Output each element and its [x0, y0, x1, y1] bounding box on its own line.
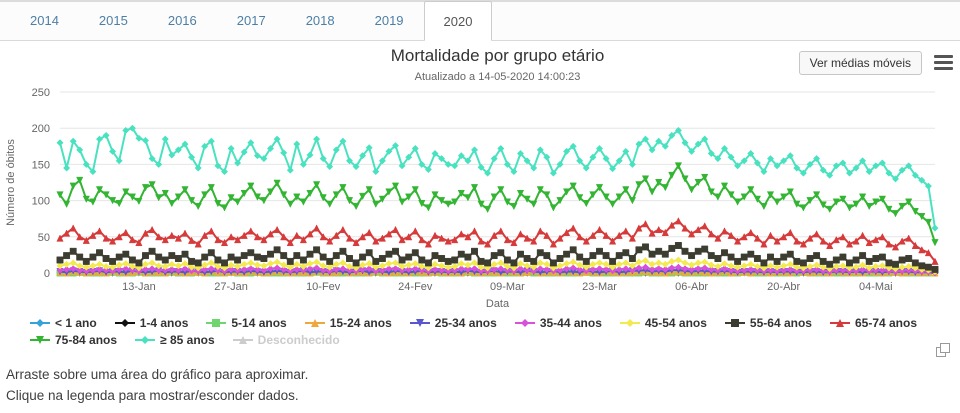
series-markers-45-54 anos [56, 256, 939, 276]
x-tick-label: 20-Abr [767, 281, 800, 293]
legend-item-≥ 85 anos[interactable]: ≥ 85 anos [135, 333, 215, 347]
legend-marker-icon [135, 336, 156, 344]
tab-2020[interactable]: 2020 [423, 1, 493, 41]
tab-2015[interactable]: 2015 [98, 13, 128, 28]
series-markers-65-74 anos [56, 217, 939, 265]
y-tick-label: 50 [38, 232, 50, 244]
legend-label: < 1 ano [55, 316, 97, 330]
legend-label: Desconhecido [257, 333, 340, 347]
legend-item-35-44 anos[interactable]: 35-44 anos [514, 316, 602, 330]
x-tick-label: 24-Fev [398, 281, 433, 293]
legend-item-1-4 anos[interactable]: 1-4 anos [114, 316, 189, 330]
moving-averages-button[interactable]: Ver médias móveis [798, 51, 922, 75]
legend-item-75-84 anos[interactable]: 75-84 anos [30, 333, 117, 347]
x-tick-label: 13-Jan [122, 281, 156, 293]
legend-label: 25-34 anos [434, 316, 497, 330]
legend-marker-icon [619, 319, 640, 327]
y-tick-label: 100 [32, 196, 50, 208]
legend-item-25-34 anos[interactable]: 25-34 anos [409, 316, 497, 330]
y-tick-label: 150 [32, 159, 50, 171]
series-markers-75-84 anos [56, 162, 939, 247]
hamburger-icon[interactable] [934, 55, 953, 70]
x-tick-label: 06-Abr [675, 281, 708, 293]
legend-item-45-54 anos[interactable]: 45-54 anos [619, 316, 707, 330]
legend-item-55-64 anos[interactable]: 55-64 anos [724, 316, 812, 330]
legend-marker-icon [304, 319, 325, 327]
year-tabbar: 2014 2015 2016 2017 2018 2019 2020 [0, 0, 960, 41]
copy-icon[interactable] [936, 343, 950, 357]
series-markers-35-44 anos [56, 263, 939, 276]
legend-label: 75-84 anos [55, 333, 118, 347]
legend-marker-icon [409, 319, 430, 327]
legend-marker-icon [206, 319, 227, 327]
legend-marker-icon [30, 336, 50, 344]
y-tick-label: 0 [44, 268, 50, 280]
hint-legend: Clique na legenda para mostrar/esconder … [6, 388, 299, 403]
legend-label: 55-64 anos [749, 316, 812, 330]
legend-label: 45-54 anos [644, 316, 707, 330]
mortality-chart[interactable]: 0 50 100 150 200 250 Número de óbitos 13-Jan 27-… [0, 85, 960, 312]
legend-label: 15-24 anos [329, 316, 392, 330]
legend-item-5-14 anos[interactable]: 5-14 anos [206, 316, 287, 330]
legend-label: 5-14 anos [231, 316, 287, 330]
legend-marker-icon [514, 319, 535, 327]
legend-label: 65-74 anos [854, 316, 918, 330]
legend-item-65-74 anos[interactable]: 65-74 anos [829, 316, 918, 330]
tab-2017[interactable]: 2017 [236, 13, 266, 28]
series-line-75-84 anos [59, 164, 936, 243]
chart-title: Mortalidade por grupo etário [390, 46, 605, 65]
legend-marker-icon [829, 319, 850, 327]
legend-marker-icon [232, 336, 253, 344]
y-tick-label: 250 [32, 87, 50, 99]
legend-label: 1-4 anos [139, 316, 189, 330]
chart-hints: Arraste sobre uma área do gráfico para a… [6, 364, 308, 406]
x-tick-label: 04-Mai [859, 281, 893, 293]
legend-label: 35-44 anos [539, 316, 602, 330]
series-markers-55-64 anos [56, 242, 939, 273]
series-markers-≥ 85 anos [56, 124, 939, 232]
legend-item-< 1 ano[interactable]: < 1 ano [30, 316, 97, 330]
legend-item-Desconhecido[interactable]: Desconhecido [232, 333, 340, 347]
x-axis-title: Data [486, 298, 510, 310]
tab-2018[interactable]: 2018 [305, 13, 335, 28]
chart-subtitle: Atualizado a 14-05-2020 14:00:23 [414, 71, 581, 83]
x-tick-label: 10-Fev [306, 281, 341, 293]
legend-item-15-24 anos[interactable]: 15-24 anos [304, 316, 392, 330]
legend-label: ≥ 85 anos [160, 333, 215, 347]
y-axis-title: Número de óbitos [5, 139, 17, 226]
x-tick-label: 23-Mar [582, 281, 617, 293]
legend-marker-icon [724, 319, 745, 327]
tab-2014[interactable]: 2014 [30, 13, 59, 28]
hint-zoom: Arraste sobre uma área do gráfico para a… [6, 367, 309, 382]
tab-2019[interactable]: 2019 [374, 13, 404, 28]
tab-2016[interactable]: 2016 [167, 13, 197, 28]
chart-legend: < 1 ano 1-4 anos 5-14 anos 15-24 anos 25-34 … [30, 316, 938, 347]
x-tick-label: 27-Jan [214, 281, 248, 293]
legend-marker-icon [114, 319, 135, 327]
y-tick-label: 200 [32, 123, 50, 135]
x-tick-label: 09-Mar [490, 281, 525, 293]
series-line-≥ 85 anos [59, 127, 936, 229]
legend-marker-icon [30, 319, 50, 327]
